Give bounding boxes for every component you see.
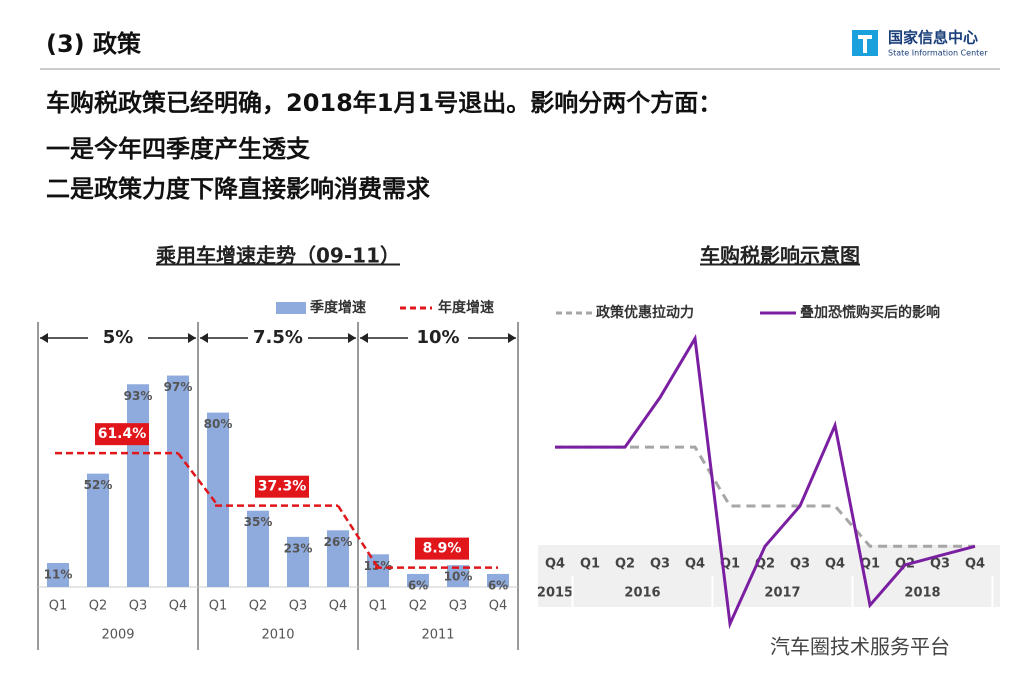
body-line: 一是今年四季度产生透支 <box>46 135 311 163</box>
x-tick-label: Q4 <box>825 557 845 572</box>
value-label: 10% <box>444 570 473 584</box>
bar <box>487 573 509 587</box>
slide-title: (3) 政策 <box>46 30 142 58</box>
value-label: 35% <box>244 515 273 529</box>
arrow-head <box>360 333 368 343</box>
legend-label: 季度增速 <box>309 299 366 316</box>
x-tick-label: Q1 <box>580 557 600 572</box>
body-line: 二是政策力度下降直接影响消费需求 <box>46 175 430 203</box>
bar <box>127 384 149 587</box>
annual-label-box <box>95 423 149 446</box>
logo-icon-bar <box>858 35 872 39</box>
annual-label: 37.3% <box>258 479 307 495</box>
x-tick-label: Q1 <box>209 599 228 614</box>
axis-band <box>538 545 1000 607</box>
value-label: 11% <box>44 568 73 582</box>
bar <box>287 536 309 587</box>
x-tick-label: Q2 <box>89 599 108 614</box>
x-tick-label: Q3 <box>930 557 950 572</box>
group-year: 2011 <box>421 628 454 643</box>
group-rate: 5% <box>103 327 134 348</box>
x-tick-label: Q4 <box>545 557 565 572</box>
watermark: 汽车圈技术服务平台 <box>770 635 950 659</box>
group-year: 2010 <box>261 628 294 643</box>
year-label: 2016 <box>624 586 660 601</box>
series-line <box>555 445 975 548</box>
group-year: 2009 <box>101 628 134 643</box>
year-label: 2015 <box>537 586 573 601</box>
logo-cn: 国家信息中心 <box>888 29 978 47</box>
x-tick-label: Q4 <box>329 599 348 614</box>
value-label: 6% <box>408 578 428 592</box>
annual-label-box <box>415 537 469 560</box>
x-tick-label: Q3 <box>449 599 468 614</box>
bar <box>167 375 189 587</box>
value-label: 97% <box>164 380 193 394</box>
legend-label: 叠加恐慌购买后的影响 <box>800 304 940 321</box>
bar <box>407 573 429 587</box>
group-rate: 7.5% <box>253 327 303 348</box>
annual-label: 8.9% <box>423 541 462 557</box>
x-tick-label: Q4 <box>685 557 705 572</box>
bar <box>447 565 469 587</box>
arrow-head <box>200 333 208 343</box>
year-label: 2017 <box>764 586 800 601</box>
legend-swatch <box>276 302 306 314</box>
bar <box>327 530 349 587</box>
x-tick-label: Q1 <box>369 599 388 614</box>
value-label: 80% <box>204 417 233 431</box>
value-label: 6% <box>488 578 508 592</box>
body-line: 车购税政策已经明确，2018年1月1号退出。影响分两个方面： <box>46 89 722 117</box>
x-tick-label: Q1 <box>860 557 880 572</box>
arrow-head <box>508 333 516 343</box>
legend-label: 政策优惠拉动力 <box>596 304 694 321</box>
bar <box>207 412 229 587</box>
x-tick-label: Q4 <box>965 557 985 572</box>
annual-connector <box>177 452 219 507</box>
x-tick-label: Q2 <box>409 599 428 614</box>
x-tick-label: Q2 <box>615 557 635 572</box>
annual-label: 61.4% <box>98 426 147 442</box>
bar <box>247 510 269 587</box>
arrow-head <box>188 333 196 343</box>
value-label: 23% <box>284 541 313 555</box>
year-label: 2018 <box>904 586 940 601</box>
legend-label: 年度增速 <box>438 299 494 316</box>
x-tick-label: Q1 <box>720 557 740 572</box>
x-tick-label: Q1 <box>49 599 68 614</box>
x-tick-label: Q4 <box>489 599 508 614</box>
chart-title: 乘用车增速走势（09-11） <box>155 244 400 268</box>
logo-en: State Information Center <box>888 49 988 58</box>
annual-connector <box>336 505 380 569</box>
chart-title: 车购税影响示意图 <box>700 244 860 268</box>
x-tick-label: Q3 <box>650 557 670 572</box>
group-rate: 10% <box>416 327 459 348</box>
arrow-head <box>348 333 356 343</box>
logo-icon-bar <box>863 39 867 53</box>
bar <box>87 473 109 587</box>
x-tick-label: Q2 <box>249 599 268 614</box>
value-label: 26% <box>324 535 353 549</box>
annual-label-box <box>255 475 309 498</box>
bar <box>47 563 69 587</box>
series-line <box>555 334 976 630</box>
value-label: 93% <box>124 389 153 403</box>
x-tick-label: Q3 <box>790 557 810 572</box>
value-label: 52% <box>84 478 113 492</box>
x-tick-label: Q3 <box>289 599 308 614</box>
arrow-head <box>40 333 48 343</box>
bar <box>367 554 389 587</box>
x-tick-label: Q4 <box>169 599 188 614</box>
x-tick-label: Q3 <box>129 599 148 614</box>
